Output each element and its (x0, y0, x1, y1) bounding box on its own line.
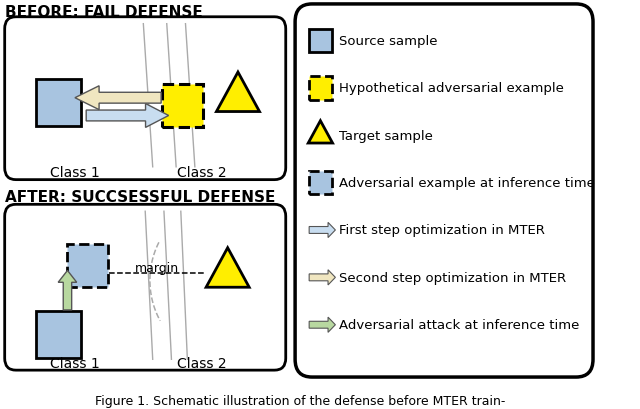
Text: Class 1: Class 1 (50, 165, 100, 180)
Polygon shape (216, 73, 259, 112)
FancyBboxPatch shape (4, 205, 285, 370)
Bar (162, 85, 204, 128)
Text: margin: margin (135, 261, 179, 274)
Text: Adversarial example at inference time: Adversarial example at inference time (339, 177, 595, 190)
Polygon shape (206, 248, 249, 288)
Text: Target sample: Target sample (339, 129, 433, 142)
FancyBboxPatch shape (4, 18, 285, 180)
Bar (309, 171, 332, 195)
Bar (67, 244, 108, 288)
Bar (36, 80, 81, 127)
FancyBboxPatch shape (295, 5, 593, 377)
Polygon shape (308, 121, 333, 144)
Bar (309, 29, 332, 53)
Text: Class 2: Class 2 (177, 165, 226, 180)
Text: Figure 1. Schematic illustration of the defense before MTER train-: Figure 1. Schematic illustration of the … (95, 394, 505, 407)
FancyArrow shape (58, 271, 77, 310)
FancyArrow shape (309, 317, 335, 333)
Text: Class 2: Class 2 (177, 357, 226, 371)
Text: Adversarial attack at inference time: Adversarial attack at inference time (339, 319, 579, 331)
FancyArrow shape (309, 270, 335, 285)
Text: AFTER: SUCCSESSFUL DEFENSE: AFTER: SUCCSESSFUL DEFENSE (4, 189, 275, 204)
FancyArrow shape (75, 87, 161, 110)
Text: Hypothetical adversarial example: Hypothetical adversarial example (339, 82, 564, 95)
Text: Source sample: Source sample (339, 35, 438, 48)
FancyArrow shape (86, 104, 168, 128)
Text: BEFORE: FAIL DEFENSE: BEFORE: FAIL DEFENSE (4, 5, 202, 20)
Bar (36, 311, 81, 358)
Text: First step optimization in MTER: First step optimization in MTER (339, 224, 545, 237)
FancyArrow shape (309, 223, 335, 238)
Text: Second step optimization in MTER: Second step optimization in MTER (339, 271, 566, 284)
Text: Class 1: Class 1 (50, 357, 100, 371)
Bar (309, 77, 332, 101)
